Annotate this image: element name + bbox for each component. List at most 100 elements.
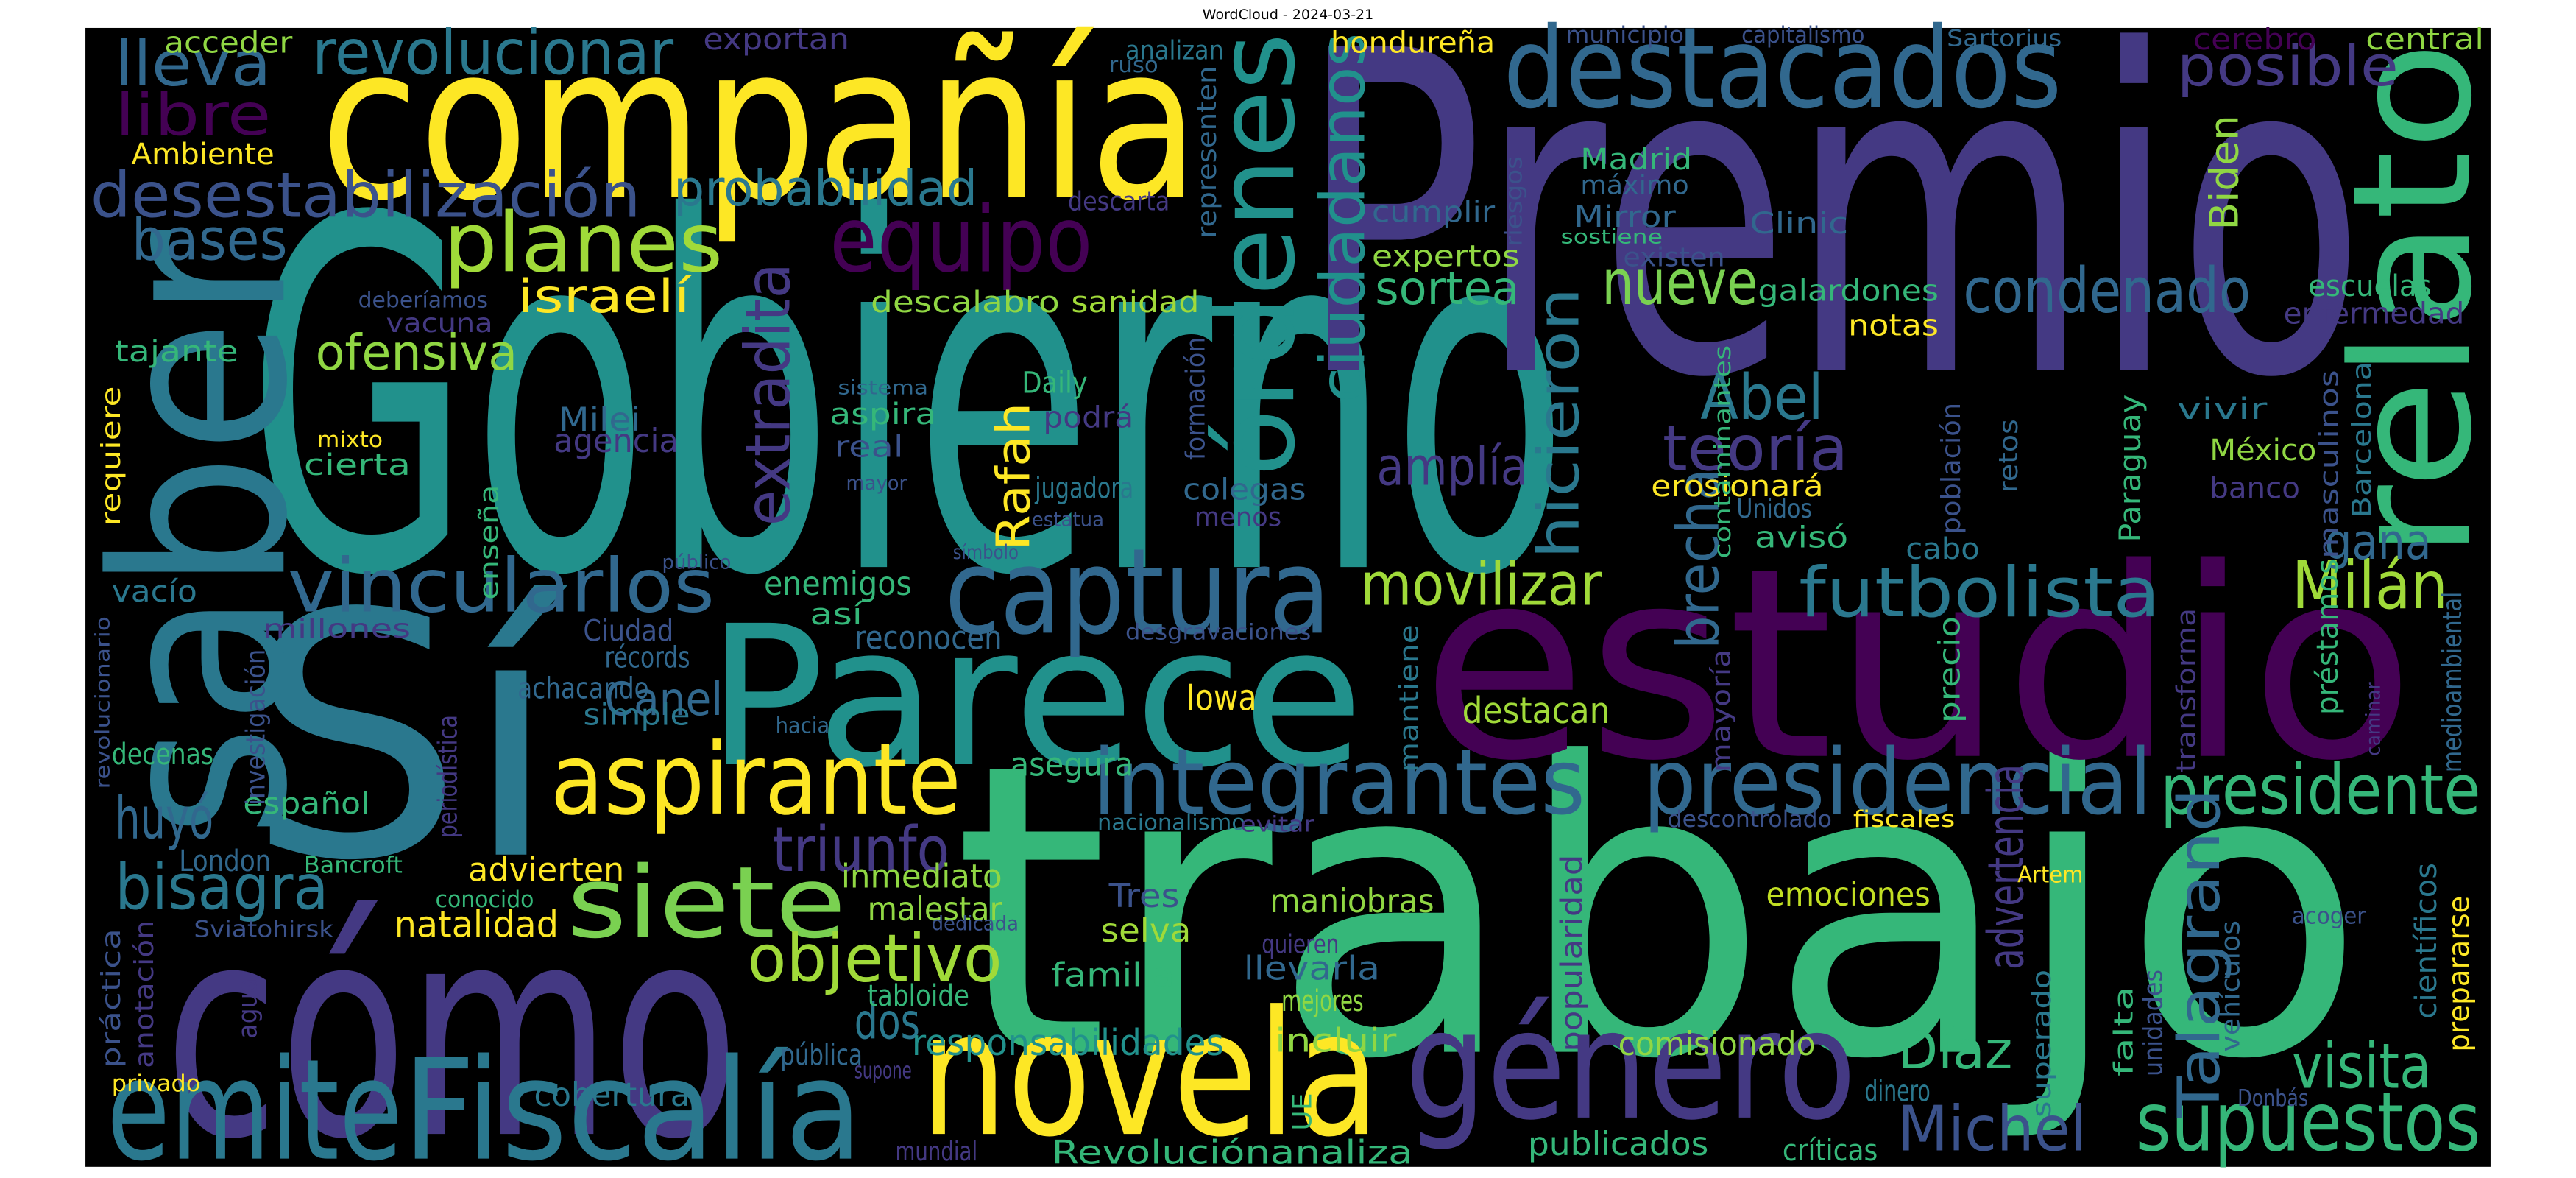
word: familia bbox=[1052, 956, 1175, 994]
word: Iowa bbox=[1186, 676, 1257, 719]
word: siete bbox=[567, 845, 846, 960]
word: prepararse bbox=[2443, 896, 2477, 1052]
word: expertos bbox=[1372, 240, 1520, 274]
word: captura bbox=[944, 523, 1331, 660]
word: Díaz bbox=[1897, 1020, 2012, 1081]
word: decenas bbox=[112, 738, 213, 772]
word: achacando bbox=[517, 672, 649, 706]
word: mayor bbox=[846, 472, 907, 495]
word: natalidad bbox=[394, 903, 559, 945]
word: London bbox=[179, 844, 271, 878]
word: unidades bbox=[2139, 970, 2169, 1076]
word: saber bbox=[63, 228, 340, 838]
word: visita bbox=[2292, 1031, 2432, 1104]
word: destacan bbox=[1462, 689, 1610, 732]
word: precio bbox=[1933, 616, 1967, 723]
word: falta bbox=[2109, 986, 2140, 1076]
word: Clinic bbox=[1749, 207, 1848, 241]
word: agua bbox=[233, 978, 263, 1039]
word: quieren bbox=[1262, 930, 1339, 960]
word: banco bbox=[2209, 471, 2300, 505]
word: estatua bbox=[1032, 508, 1104, 531]
word: representen bbox=[1192, 66, 1222, 238]
word: mejores bbox=[1281, 984, 1364, 1018]
word: estudio bbox=[1421, 512, 2415, 819]
word: dedicada bbox=[932, 912, 1019, 935]
word: real bbox=[835, 431, 904, 465]
word: Milán bbox=[2292, 548, 2448, 624]
word: préstamos bbox=[2311, 559, 2345, 715]
word: Ciudad bbox=[583, 615, 673, 649]
word: retos bbox=[1994, 419, 2024, 493]
word: emociones bbox=[1766, 875, 1931, 914]
word: Gobierno bbox=[247, 118, 1569, 682]
word: órdenes bbox=[1195, 33, 1319, 477]
word: selva bbox=[1101, 911, 1192, 950]
word: comisionado bbox=[1618, 1025, 1816, 1063]
word: ciudadanos bbox=[1307, 33, 1380, 403]
word: posible bbox=[2177, 34, 2399, 99]
word: dos bbox=[854, 993, 920, 1051]
word: anotación bbox=[130, 920, 160, 1068]
word: ruso bbox=[1109, 52, 1158, 77]
word: superado bbox=[2027, 970, 2057, 1118]
word: vincularlos bbox=[288, 543, 715, 629]
word: español bbox=[243, 787, 369, 821]
word: Abel bbox=[1700, 361, 1823, 434]
word: cumplir bbox=[1372, 195, 1496, 229]
word: Artem bbox=[2017, 862, 2083, 889]
word: sortea bbox=[1375, 261, 1519, 315]
word: Talagrand bbox=[2166, 789, 2233, 1118]
word: menos bbox=[1195, 502, 1281, 532]
word: nueve bbox=[1602, 247, 1758, 320]
word: desgravaciones bbox=[1125, 619, 1311, 644]
word: asegura bbox=[1011, 746, 1133, 784]
word: advertencia bbox=[1978, 764, 2035, 970]
word: emite bbox=[107, 1029, 403, 1178]
word: Tres bbox=[1108, 877, 1180, 915]
word: Donbás bbox=[2237, 1085, 2308, 1112]
word: dinero bbox=[1864, 1075, 1930, 1109]
word: privado bbox=[112, 1071, 201, 1097]
word: inmediato bbox=[841, 857, 1002, 895]
word: Sí bbox=[247, 542, 570, 934]
word: popularidad bbox=[1555, 855, 1589, 1052]
word: práctica bbox=[96, 928, 127, 1068]
word: Milei bbox=[559, 401, 641, 439]
word: bases bbox=[132, 207, 288, 274]
word: acceder bbox=[164, 26, 293, 60]
word: Daily bbox=[1022, 366, 1087, 400]
word: formación bbox=[1181, 337, 1211, 460]
word: Revoluciónanaliza bbox=[1052, 1133, 1413, 1171]
word: nacionalismo bbox=[1097, 810, 1245, 835]
word: población bbox=[1936, 403, 1967, 535]
word: sanidad bbox=[1071, 286, 1199, 320]
word: Madrid bbox=[1580, 143, 1692, 177]
word: existen bbox=[1623, 243, 1724, 273]
word: desestabilización bbox=[91, 160, 641, 233]
word: incluir bbox=[1275, 1022, 1397, 1060]
word: periodística bbox=[434, 715, 464, 838]
word: Canel bbox=[604, 672, 723, 726]
word: municipio bbox=[1565, 22, 1684, 49]
word: teoría bbox=[1663, 412, 1848, 485]
word: fiscales bbox=[1853, 806, 1955, 833]
word: Sartorius bbox=[1947, 26, 2062, 52]
word: condenado bbox=[1963, 255, 2251, 328]
word: Unidos bbox=[1736, 494, 1812, 524]
word: destacados bbox=[1503, 3, 2062, 133]
word: galardones bbox=[1758, 274, 1939, 308]
word: amplía bbox=[1377, 436, 1528, 497]
word: presidencial bbox=[1643, 730, 2152, 835]
word: lleva bbox=[115, 28, 271, 101]
word: equipo bbox=[829, 187, 1092, 292]
word: central bbox=[2366, 23, 2484, 57]
word: mantiene bbox=[1395, 624, 1425, 772]
word: llevarla bbox=[1244, 949, 1380, 987]
word: malestar bbox=[868, 890, 1003, 928]
word: así bbox=[810, 598, 864, 632]
word: descarta bbox=[1068, 187, 1170, 217]
word: futbolista bbox=[1799, 553, 2160, 633]
